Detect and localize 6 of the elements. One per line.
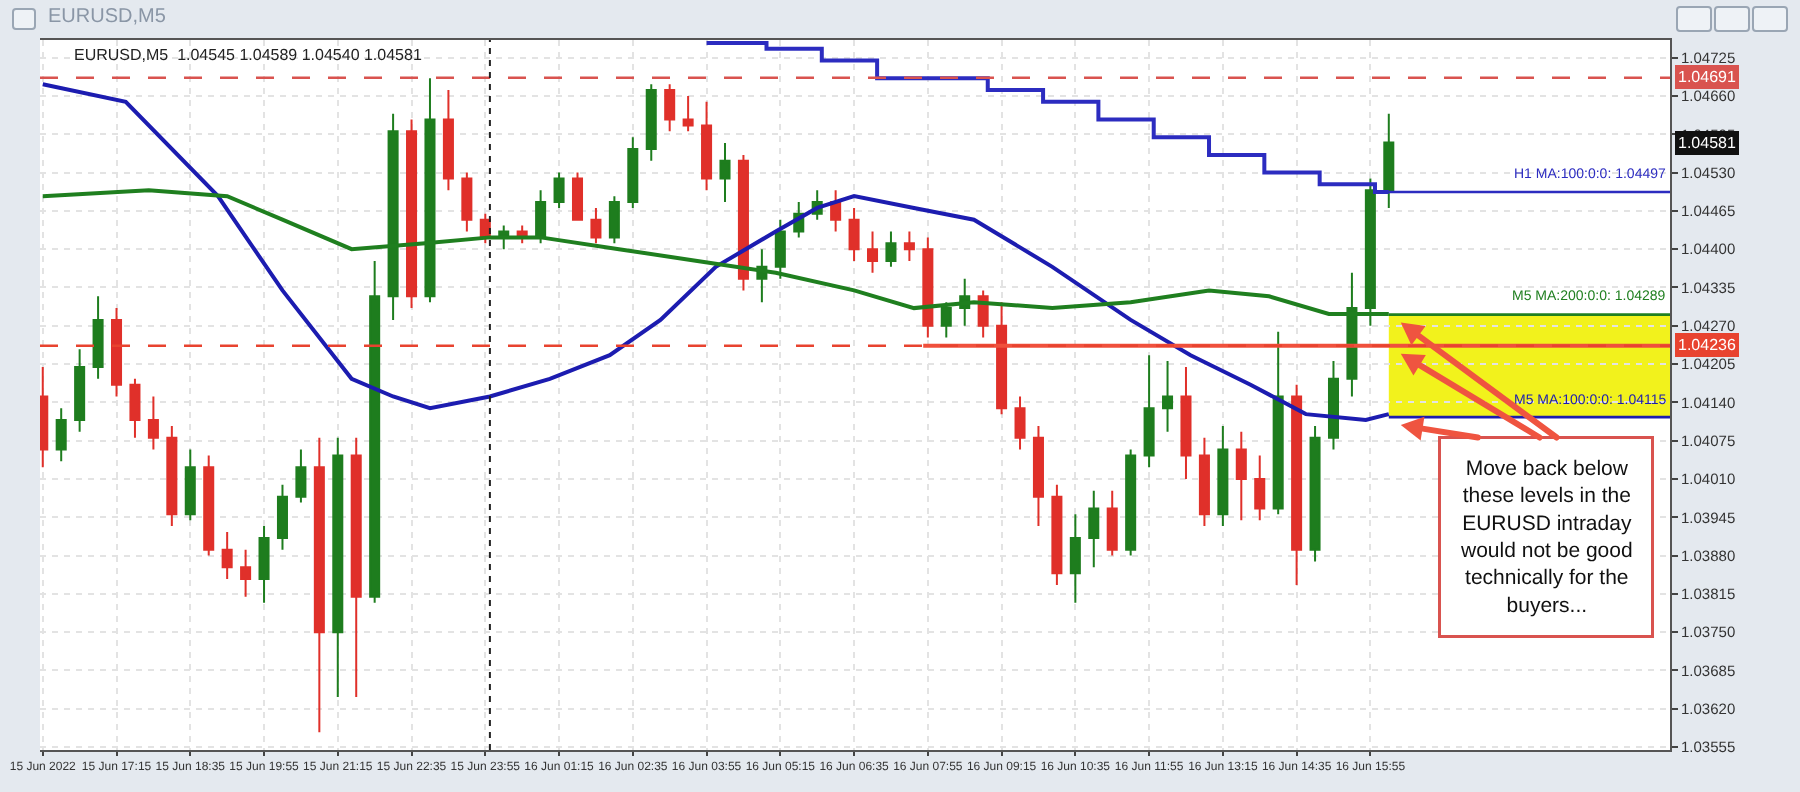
chart-title: EURUSD,M5 (48, 6, 166, 28)
chart-subtitle: EURUSD,M5 1.04545 1.04589 1.04540 1.04581 (74, 46, 423, 64)
ref-line-label: 1.04691 (1678, 68, 1737, 86)
annotation: 1.04581 (1678, 134, 1737, 152)
ref-line-label: 1.04236 (1678, 336, 1737, 354)
annotation: Move back below these levels in the EURUSD intraday would not be good technically for the buyers... (1459, 457, 1633, 618)
